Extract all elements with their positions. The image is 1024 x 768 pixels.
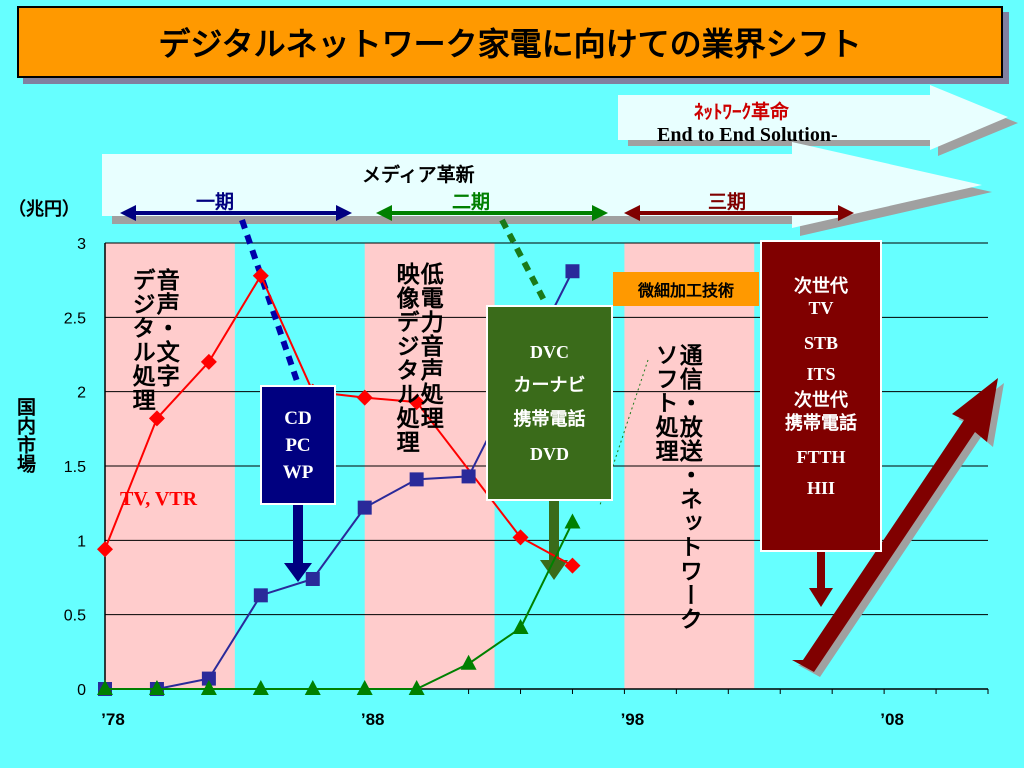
device-next-gen-label: 次世代	[794, 276, 848, 297]
period1-label: 一期	[196, 191, 235, 213]
y-axis-label: 国内市場	[13, 397, 36, 473]
device-its: ITS	[806, 364, 836, 384]
phase2-connector	[499, 218, 549, 306]
series-2-point-1	[148, 680, 165, 695]
series-1-point-3	[253, 588, 268, 603]
series-0-point-0	[97, 541, 113, 558]
phase2-devices-box: DVC カーナビ 携帯電話 DVD	[486, 305, 613, 501]
slide-title: デジタルネットワーク家電に向けての業界シフト	[17, 6, 1003, 78]
device-next-gen-label-2: 次世代	[794, 390, 848, 411]
series-2-point-6	[408, 680, 425, 695]
series-1-point-7	[461, 469, 476, 484]
period3-label: 三期	[708, 191, 747, 213]
y-tick-label-4: 2	[77, 385, 86, 402]
phase2-down-arrow-shaft	[549, 501, 559, 563]
y-tick-label-2: 1	[77, 533, 86, 550]
series-0-point-3	[252, 267, 269, 284]
phase2-down-arrow-head	[540, 560, 568, 580]
period3-arrow	[624, 205, 854, 221]
y-tick-label-6: 3	[77, 236, 86, 253]
series-2-point-5	[356, 680, 373, 695]
device-dvc: DVC	[530, 342, 569, 362]
device-mobile-phone-next: 携帯電話	[785, 413, 857, 434]
series-2-point-8	[512, 619, 529, 635]
network-arrow	[618, 85, 1018, 156]
end-to-end-label: End to End Solution-	[657, 124, 838, 146]
phase1-processing-text: 音声・文字 デジタル処理	[128, 268, 179, 412]
series-1-point-4	[305, 571, 320, 586]
phase1-down-arrow-shaft	[293, 505, 303, 567]
device-car-navi: カーナビ	[513, 375, 586, 396]
device-dvd: DVD	[530, 444, 569, 464]
series-1-point-5	[357, 500, 372, 515]
media-innovation-label: メディア革新	[362, 164, 475, 186]
y-tick-label-5: 2.5	[64, 310, 86, 327]
x-tick-label-0: ’78	[101, 710, 125, 729]
phase1-down-arrow-head	[284, 563, 312, 582]
y-tick-label-3: 1.5	[64, 459, 86, 476]
phase2-processing-text: 低電力音声処理 映像デジタル処理	[392, 262, 443, 454]
phase3-down-arrow-shaft	[817, 552, 825, 592]
series-2-point-3	[252, 680, 269, 695]
series-1-point-6	[409, 472, 424, 487]
y-tick-label-1: 0.5	[64, 608, 86, 625]
phase3-connector	[599, 359, 649, 506]
device-mobile-phone: 携帯電話	[513, 409, 586, 430]
y-tick-label-0: 0	[77, 682, 86, 699]
series-2-line	[105, 522, 574, 690]
series-1-point-8	[565, 264, 580, 279]
device-cd: CD	[284, 407, 312, 429]
device-stb: STB	[803, 333, 839, 353]
tv-vtr-label: TV, VTR	[120, 488, 198, 510]
series-2-point-0	[97, 680, 113, 695]
series-1-point-2	[201, 671, 216, 686]
series-0-point-1	[148, 410, 165, 427]
device-pc: PC	[285, 434, 311, 456]
growth-arrow	[792, 378, 998, 672]
phase3-devices-box: 次世代 TV STB ITS 次世代 携帯電話 FTTH HII	[760, 240, 882, 552]
x-tick-label-1: ’88	[361, 710, 385, 729]
series-0-point-6	[408, 394, 425, 411]
phase1-connector	[239, 219, 301, 385]
phase3-down-arrow-head	[809, 588, 833, 607]
series-0-point-2	[200, 353, 217, 370]
series-2-point-9	[564, 513, 581, 529]
period2-label: 二期	[452, 191, 491, 213]
unit-label: （兆円）	[8, 199, 80, 220]
x-tick-label-2: ’98	[621, 710, 645, 729]
x-tick-label-3: ’08	[880, 710, 904, 729]
series-2-point-7	[460, 654, 477, 670]
phase1-devices-box: CD PC WP	[260, 385, 336, 505]
series-2-point-4	[304, 680, 321, 695]
network-revolution-label: ﾈｯﾄﾜｰｸ革命	[694, 101, 790, 123]
device-ftth: FTTH	[796, 447, 846, 467]
device-wp: WP	[282, 461, 314, 483]
series-0-point-8	[564, 557, 581, 574]
period1-arrow	[120, 205, 352, 221]
device-tv: TV	[808, 298, 834, 318]
series-0-point-7	[512, 529, 529, 546]
series-2-point-2	[200, 680, 217, 695]
device-hii: HII	[806, 478, 835, 498]
period2-arrow	[376, 205, 608, 221]
phase3-processing-text: 通信・放送・ネットワーク ソフト処理	[651, 343, 702, 631]
series-0-point-5	[356, 389, 373, 406]
micro-fabrication-label: 微細加工技術	[613, 272, 759, 306]
